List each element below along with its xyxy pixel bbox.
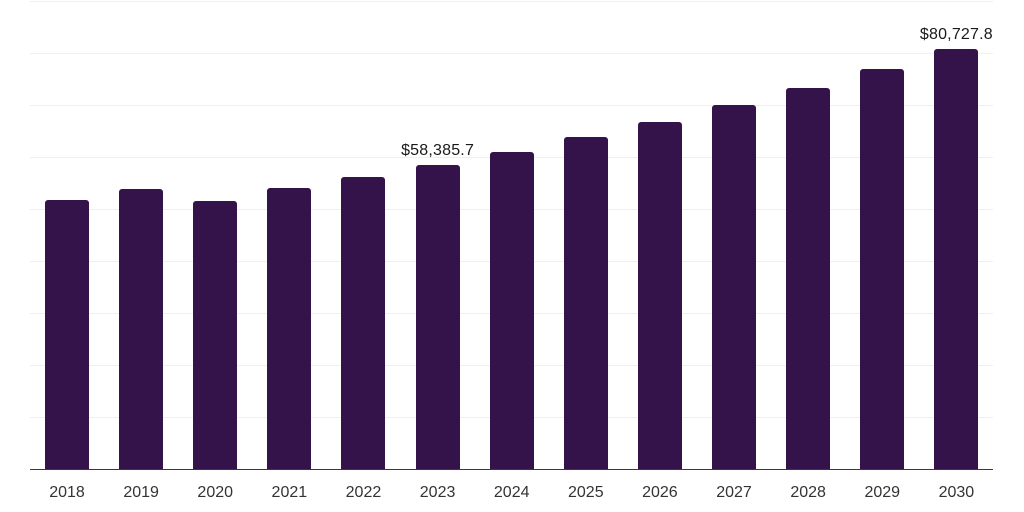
bar-2025 [563,136,608,469]
bar-2022 [341,177,386,469]
x-axis-tick-label-2023: 2023 [419,484,456,501]
bar-2020 [193,200,238,469]
bar-2029 [860,68,905,469]
bar-2027 [712,104,757,469]
bar-2019 [119,188,164,469]
data-label-2023: $58,385.7 [401,141,475,159]
plot-area: $58,385.7 $80,727.8 [30,0,993,470]
x-axis-tick-label-2025: 2025 [568,484,604,501]
data-label-2030: $80,727.8 [919,25,993,43]
bar-2028 [786,88,831,469]
x-axis-tick-label-2026: 2026 [642,484,678,501]
x-axis-tick-label-2021: 2021 [271,484,308,501]
x-axis-tick-label-2030: 2030 [938,484,975,501]
bar-2024 [489,151,534,469]
bar-2021 [267,187,312,469]
x-axis-tick-label-2024: 2024 [493,484,530,501]
x-axis-tick-label-2029: 2029 [864,484,901,501]
x-axis-tick-label-2028: 2028 [790,484,826,501]
gridline [30,105,993,106]
x-axis-tick-label-2022: 2022 [345,484,382,501]
x-axis-tick-label-2018: 2018 [49,484,85,501]
bar-2026 [637,121,682,469]
gridline [30,53,993,54]
bar-2023 [415,164,460,469]
x-axis-tick-label-2020: 2020 [197,484,234,501]
gridline [30,1,993,2]
x-axis-tick-label-2027: 2027 [716,484,752,501]
bar-2018 [45,199,89,469]
bar-2030 [934,48,979,469]
x-axis-tick-label-2019: 2019 [123,484,159,501]
x-axis-line [30,468,993,470]
